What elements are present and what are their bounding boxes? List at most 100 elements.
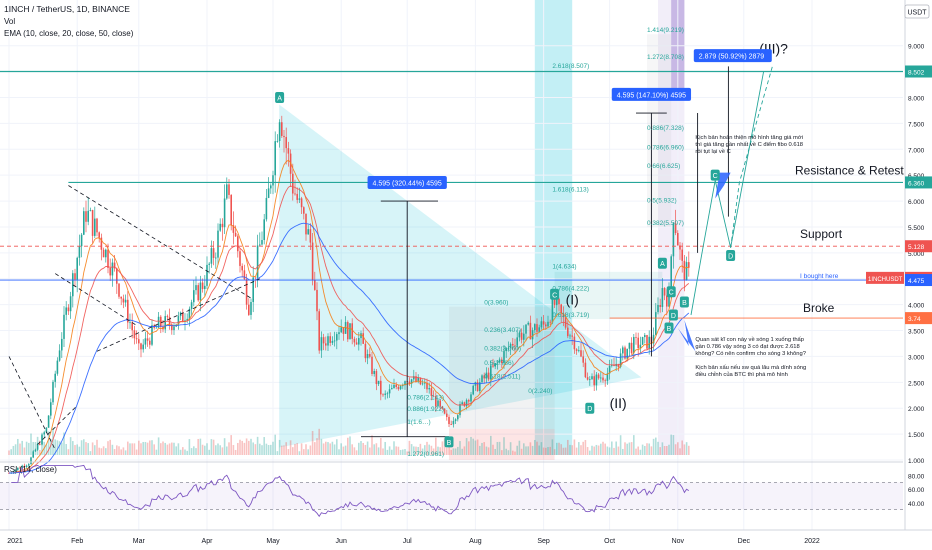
candle-body[interactable] bbox=[430, 388, 433, 396]
candle-body[interactable] bbox=[681, 249, 683, 261]
candle-body[interactable] bbox=[296, 193, 298, 200]
candle-body[interactable] bbox=[545, 324, 547, 327]
candle-body[interactable] bbox=[538, 327, 540, 332]
candle-body[interactable] bbox=[593, 376, 595, 386]
candle-body[interactable] bbox=[96, 218, 98, 233]
candle-body[interactable] bbox=[336, 334, 338, 341]
candle-body[interactable] bbox=[415, 376, 417, 382]
candle-body[interactable] bbox=[226, 184, 228, 199]
candle-body[interactable] bbox=[413, 376, 415, 380]
candle-body[interactable] bbox=[204, 285, 206, 290]
candle-body[interactable] bbox=[94, 218, 96, 236]
candle-body[interactable] bbox=[325, 343, 327, 346]
candle-body[interactable] bbox=[421, 383, 424, 385]
candle-body[interactable] bbox=[628, 342, 631, 349]
candle-body[interactable] bbox=[586, 377, 589, 380]
candle-body[interactable] bbox=[417, 377, 419, 382]
candle-body[interactable] bbox=[133, 330, 136, 339]
candle-body[interactable] bbox=[483, 375, 485, 379]
candle-body[interactable] bbox=[186, 318, 188, 321]
candle-body[interactable] bbox=[408, 381, 411, 384]
candle-body[interactable] bbox=[151, 325, 153, 345]
candle-body[interactable] bbox=[490, 365, 492, 380]
candle-body[interactable] bbox=[602, 377, 604, 381]
candle-body[interactable] bbox=[327, 336, 329, 346]
candle-body[interactable] bbox=[677, 233, 679, 246]
candle-body[interactable] bbox=[375, 371, 378, 385]
candle-body[interactable] bbox=[558, 298, 560, 305]
candle-body[interactable] bbox=[331, 340, 334, 343]
candle-body[interactable] bbox=[468, 400, 470, 402]
candle-body[interactable] bbox=[659, 304, 661, 307]
candle-body[interactable] bbox=[624, 347, 626, 359]
candlesticks[interactable] bbox=[8, 115, 690, 475]
candle-body[interactable] bbox=[443, 408, 446, 414]
candle-body[interactable] bbox=[344, 322, 347, 334]
candle-body[interactable] bbox=[397, 386, 400, 390]
candle-body[interactable] bbox=[252, 277, 254, 302]
candle-body[interactable] bbox=[195, 285, 197, 291]
candle-body[interactable] bbox=[98, 232, 100, 238]
candle-body[interactable] bbox=[34, 449, 37, 452]
candle-body[interactable] bbox=[45, 427, 48, 433]
candle-body[interactable] bbox=[140, 343, 142, 350]
candle-body[interactable] bbox=[149, 340, 151, 345]
candle-body[interactable] bbox=[113, 262, 116, 269]
candle-body[interactable] bbox=[234, 232, 237, 237]
candle-body[interactable] bbox=[122, 298, 125, 303]
candle-body[interactable] bbox=[547, 321, 549, 327]
candle-body[interactable] bbox=[633, 337, 635, 354]
candle-body[interactable] bbox=[50, 402, 52, 416]
candle-body[interactable] bbox=[111, 262, 114, 276]
candle-body[interactable] bbox=[281, 122, 283, 136]
trendline[interactable] bbox=[8, 356, 56, 450]
candle-body[interactable] bbox=[441, 406, 444, 409]
candle-body[interactable] bbox=[366, 354, 369, 359]
candle-body[interactable] bbox=[265, 197, 268, 220]
candle-body[interactable] bbox=[459, 404, 461, 416]
candle-body[interactable] bbox=[630, 342, 633, 354]
candle-body[interactable] bbox=[542, 321, 545, 325]
candle-body[interactable] bbox=[129, 322, 131, 324]
candle-body[interactable] bbox=[287, 148, 290, 154]
candle-body[interactable] bbox=[437, 400, 439, 407]
candle-body[interactable] bbox=[17, 467, 19, 470]
candle-body[interactable] bbox=[360, 333, 362, 339]
candle-body[interactable] bbox=[316, 289, 318, 312]
candle-body[interactable] bbox=[146, 338, 149, 341]
candle-body[interactable] bbox=[448, 416, 450, 425]
candle-body[interactable] bbox=[655, 312, 657, 335]
trendline[interactable] bbox=[37, 405, 78, 445]
candle-body[interactable] bbox=[454, 419, 457, 421]
candle-body[interactable] bbox=[107, 249, 109, 268]
candle-body[interactable] bbox=[30, 457, 32, 465]
candle-body[interactable] bbox=[569, 335, 571, 337]
candle-body[interactable] bbox=[639, 344, 642, 349]
candle-body[interactable] bbox=[657, 304, 659, 313]
candle-body[interactable] bbox=[193, 290, 195, 303]
candle-body[interactable] bbox=[221, 223, 224, 228]
candle-body[interactable] bbox=[641, 337, 644, 345]
candle-body[interactable] bbox=[606, 373, 609, 381]
candle-body[interactable] bbox=[85, 211, 87, 222]
candle-body[interactable] bbox=[303, 207, 305, 214]
candle-body[interactable] bbox=[674, 223, 677, 234]
candle-body[interactable] bbox=[611, 364, 613, 366]
candle-body[interactable] bbox=[39, 443, 41, 445]
candle-body[interactable] bbox=[182, 312, 184, 322]
candle-body[interactable] bbox=[124, 299, 127, 303]
candle-body[interactable] bbox=[298, 198, 301, 200]
candle-body[interactable] bbox=[487, 372, 490, 380]
candle-body[interactable] bbox=[201, 282, 204, 290]
candle-body[interactable] bbox=[393, 384, 395, 389]
candle-body[interactable] bbox=[571, 335, 573, 337]
candle-body[interactable] bbox=[439, 400, 441, 407]
candle-body[interactable] bbox=[404, 381, 406, 386]
candle-body[interactable] bbox=[109, 267, 111, 276]
candle-body[interactable] bbox=[91, 210, 94, 236]
candle-body[interactable] bbox=[100, 237, 103, 250]
candle-body[interactable] bbox=[217, 230, 219, 258]
candle-body[interactable] bbox=[52, 381, 54, 403]
candle-body[interactable] bbox=[516, 337, 518, 346]
